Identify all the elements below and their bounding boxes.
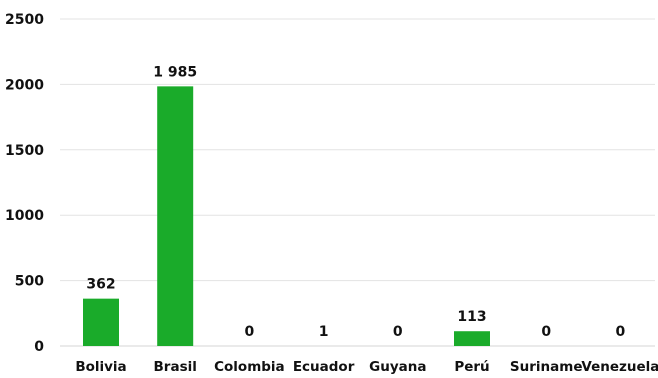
x-category-label: Brasil — [154, 359, 197, 375]
bar-brasil — [157, 86, 194, 346]
data-label-venezuela: 0 — [616, 324, 626, 340]
x-category-label: Bolivia — [75, 359, 126, 375]
y-tick-label: 2000 — [5, 77, 44, 93]
gridlines — [60, 18, 655, 347]
x-category-label: Colombia — [214, 359, 285, 375]
x-category-label: Ecuador — [293, 359, 355, 375]
x-category-label: Venezuela — [581, 359, 658, 375]
data-label-ecuador: 1 — [319, 324, 329, 340]
y-axis-ticks: 0 500 1000 1500 2000 2500 — [5, 12, 44, 355]
y-tick-label: 0 — [34, 339, 44, 355]
y-tick-label: 2500 — [5, 12, 44, 28]
bars — [83, 86, 490, 346]
bar-bolivia — [83, 298, 119, 346]
x-category-label: Perú — [454, 359, 489, 375]
data-label-colombia: 0 — [245, 324, 255, 340]
data-label-guyana: 0 — [393, 324, 403, 340]
bar-perú — [454, 331, 490, 346]
y-tick-label: 500 — [15, 274, 44, 290]
x-category-label: Guyana — [369, 359, 426, 375]
data-label-suriname: 0 — [541, 324, 551, 340]
data-label-bolivia: 362 — [86, 277, 115, 293]
x-category-label: Suriname — [510, 359, 583, 375]
y-tick-label: 1000 — [5, 208, 44, 224]
x-axis-categories: Bolivia Brasil Colombia Ecuador Guyana Perú Su… — [75, 359, 658, 375]
data-label-brasil: 1 985 — [153, 64, 197, 80]
y-tick-label: 1500 — [5, 143, 44, 159]
data-label-perú: 113 — [457, 309, 486, 325]
data-labels: 362 1 985 0 1 0 113 0 0 — [86, 64, 625, 340]
